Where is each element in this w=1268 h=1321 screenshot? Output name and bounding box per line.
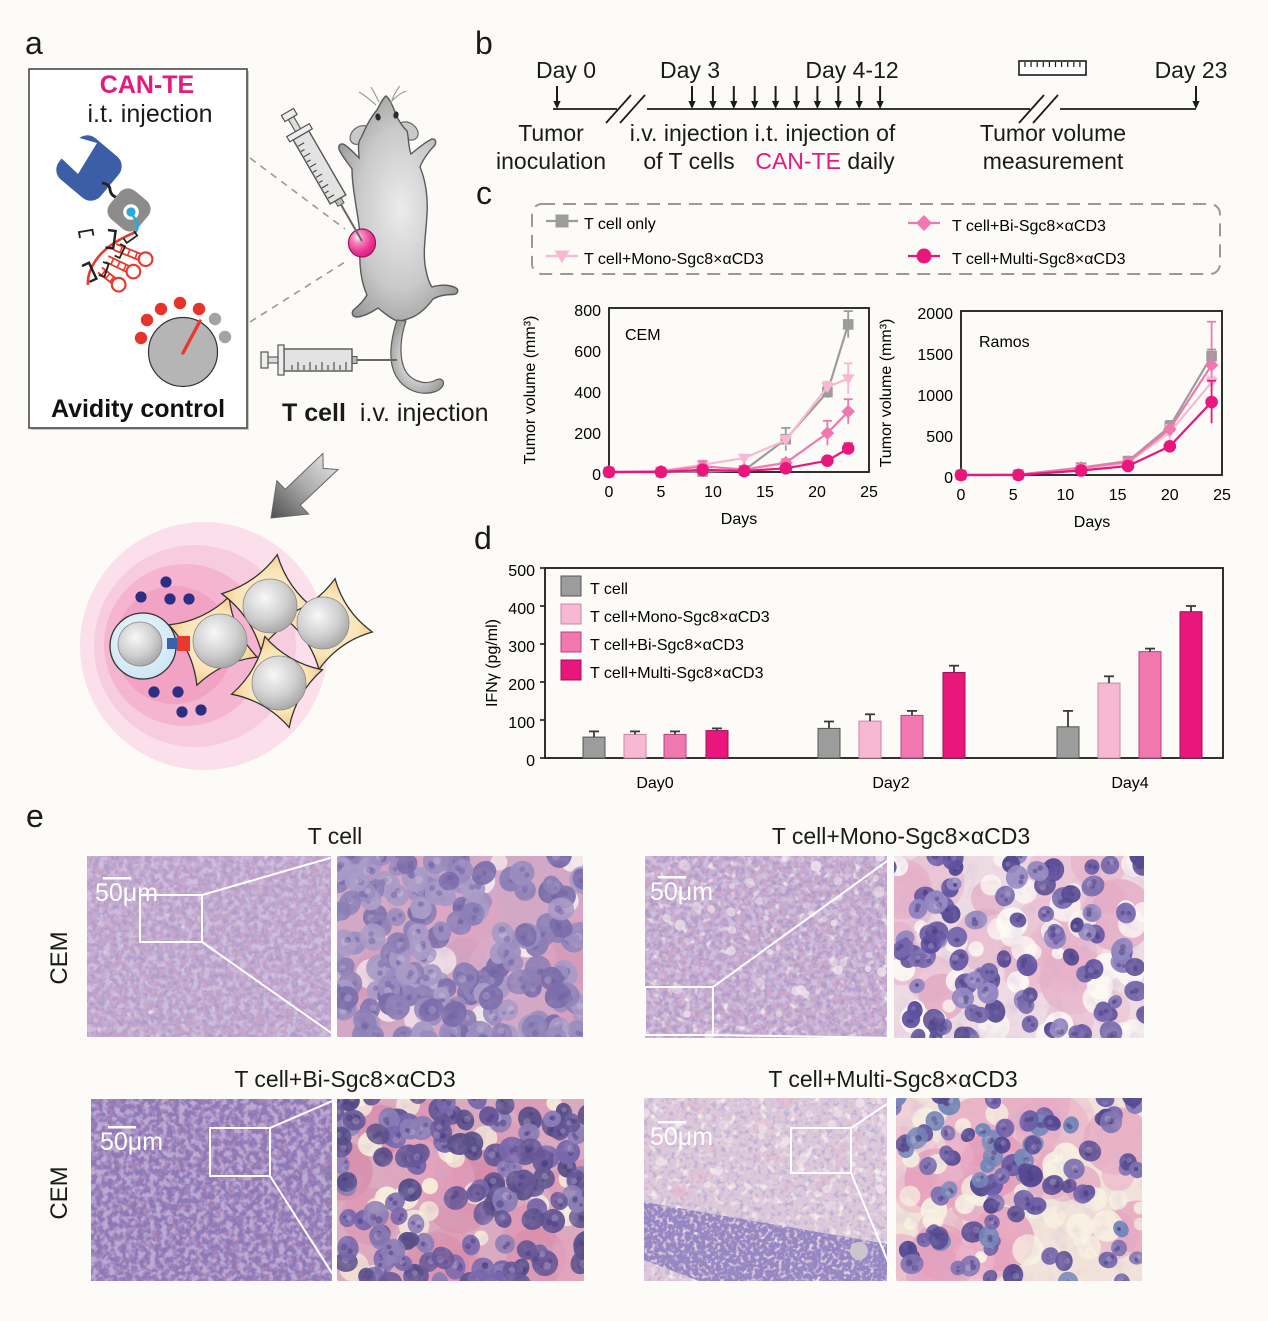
svg-text:IFNγ (pg/ml): IFNγ (pg/ml)	[484, 619, 501, 707]
svg-text:20: 20	[808, 484, 826, 501]
svg-text:2000: 2000	[917, 306, 953, 323]
svg-text:T cell+Mono-Sgc8×αCD3: T cell+Mono-Sgc8×αCD3	[590, 609, 770, 626]
svg-text:0: 0	[526, 753, 535, 770]
svg-text:5: 5	[657, 484, 666, 501]
svg-text:25: 25	[1213, 487, 1231, 504]
svg-text:10: 10	[704, 484, 722, 501]
svg-text:Tumor volume (mm³): Tumor volume (mm³)	[878, 319, 895, 468]
svg-text:15: 15	[1109, 487, 1127, 504]
svg-text:Day4: Day4	[1111, 775, 1148, 792]
svg-text:400: 400	[574, 385, 601, 402]
svg-text:0: 0	[944, 470, 953, 487]
svg-text:Ramos: Ramos	[979, 334, 1030, 351]
svg-text:25: 25	[860, 484, 878, 501]
svg-text:50μm: 50μm	[650, 878, 713, 906]
svg-text:T cell: T cell	[590, 581, 628, 598]
svg-text:T cell+Bi-Sgc8×αCD3: T cell+Bi-Sgc8×αCD3	[952, 218, 1106, 235]
svg-text:800: 800	[574, 303, 601, 320]
svg-text:T cell+Mono-Sgc8×αCD3: T cell+Mono-Sgc8×αCD3	[584, 251, 764, 268]
svg-text:T cell+Multi-Sgc8×αCD3: T cell+Multi-Sgc8×αCD3	[952, 251, 1126, 268]
svg-text:Days: Days	[1074, 514, 1110, 531]
svg-text:300: 300	[508, 639, 535, 656]
svg-text:600: 600	[574, 344, 601, 361]
svg-text:100: 100	[508, 715, 535, 732]
svg-text:0: 0	[592, 467, 601, 484]
svg-text:10: 10	[1057, 487, 1075, 504]
svg-text:1500: 1500	[917, 347, 953, 364]
svg-text:1000: 1000	[917, 388, 953, 405]
svg-text:CEM: CEM	[625, 327, 661, 344]
svg-text:Day2: Day2	[872, 775, 909, 792]
svg-text:Days: Days	[721, 511, 757, 528]
svg-text:400: 400	[508, 601, 535, 618]
svg-text:T cell only: T cell only	[584, 216, 656, 233]
svg-text:500: 500	[508, 563, 535, 580]
svg-text:0: 0	[957, 487, 966, 504]
svg-text:200: 200	[574, 426, 601, 443]
svg-text:50μm: 50μm	[100, 1128, 163, 1156]
svg-text:50μm: 50μm	[95, 879, 158, 907]
svg-text:Day0: Day0	[636, 775, 673, 792]
svg-text:T cell+Bi-Sgc8×αCD3: T cell+Bi-Sgc8×αCD3	[590, 637, 744, 654]
svg-text:Tumor volume (mm³): Tumor volume (mm³)	[522, 316, 539, 465]
svg-text:20: 20	[1161, 487, 1179, 504]
svg-text:T cell+Multi-Sgc8×αCD3: T cell+Multi-Sgc8×αCD3	[590, 665, 764, 682]
svg-text:5: 5	[1009, 487, 1018, 504]
svg-text:500: 500	[926, 429, 953, 446]
svg-text:0: 0	[605, 484, 614, 501]
svg-text:200: 200	[508, 677, 535, 694]
svg-text:15: 15	[756, 484, 774, 501]
svg-text:50μm: 50μm	[650, 1123, 713, 1151]
